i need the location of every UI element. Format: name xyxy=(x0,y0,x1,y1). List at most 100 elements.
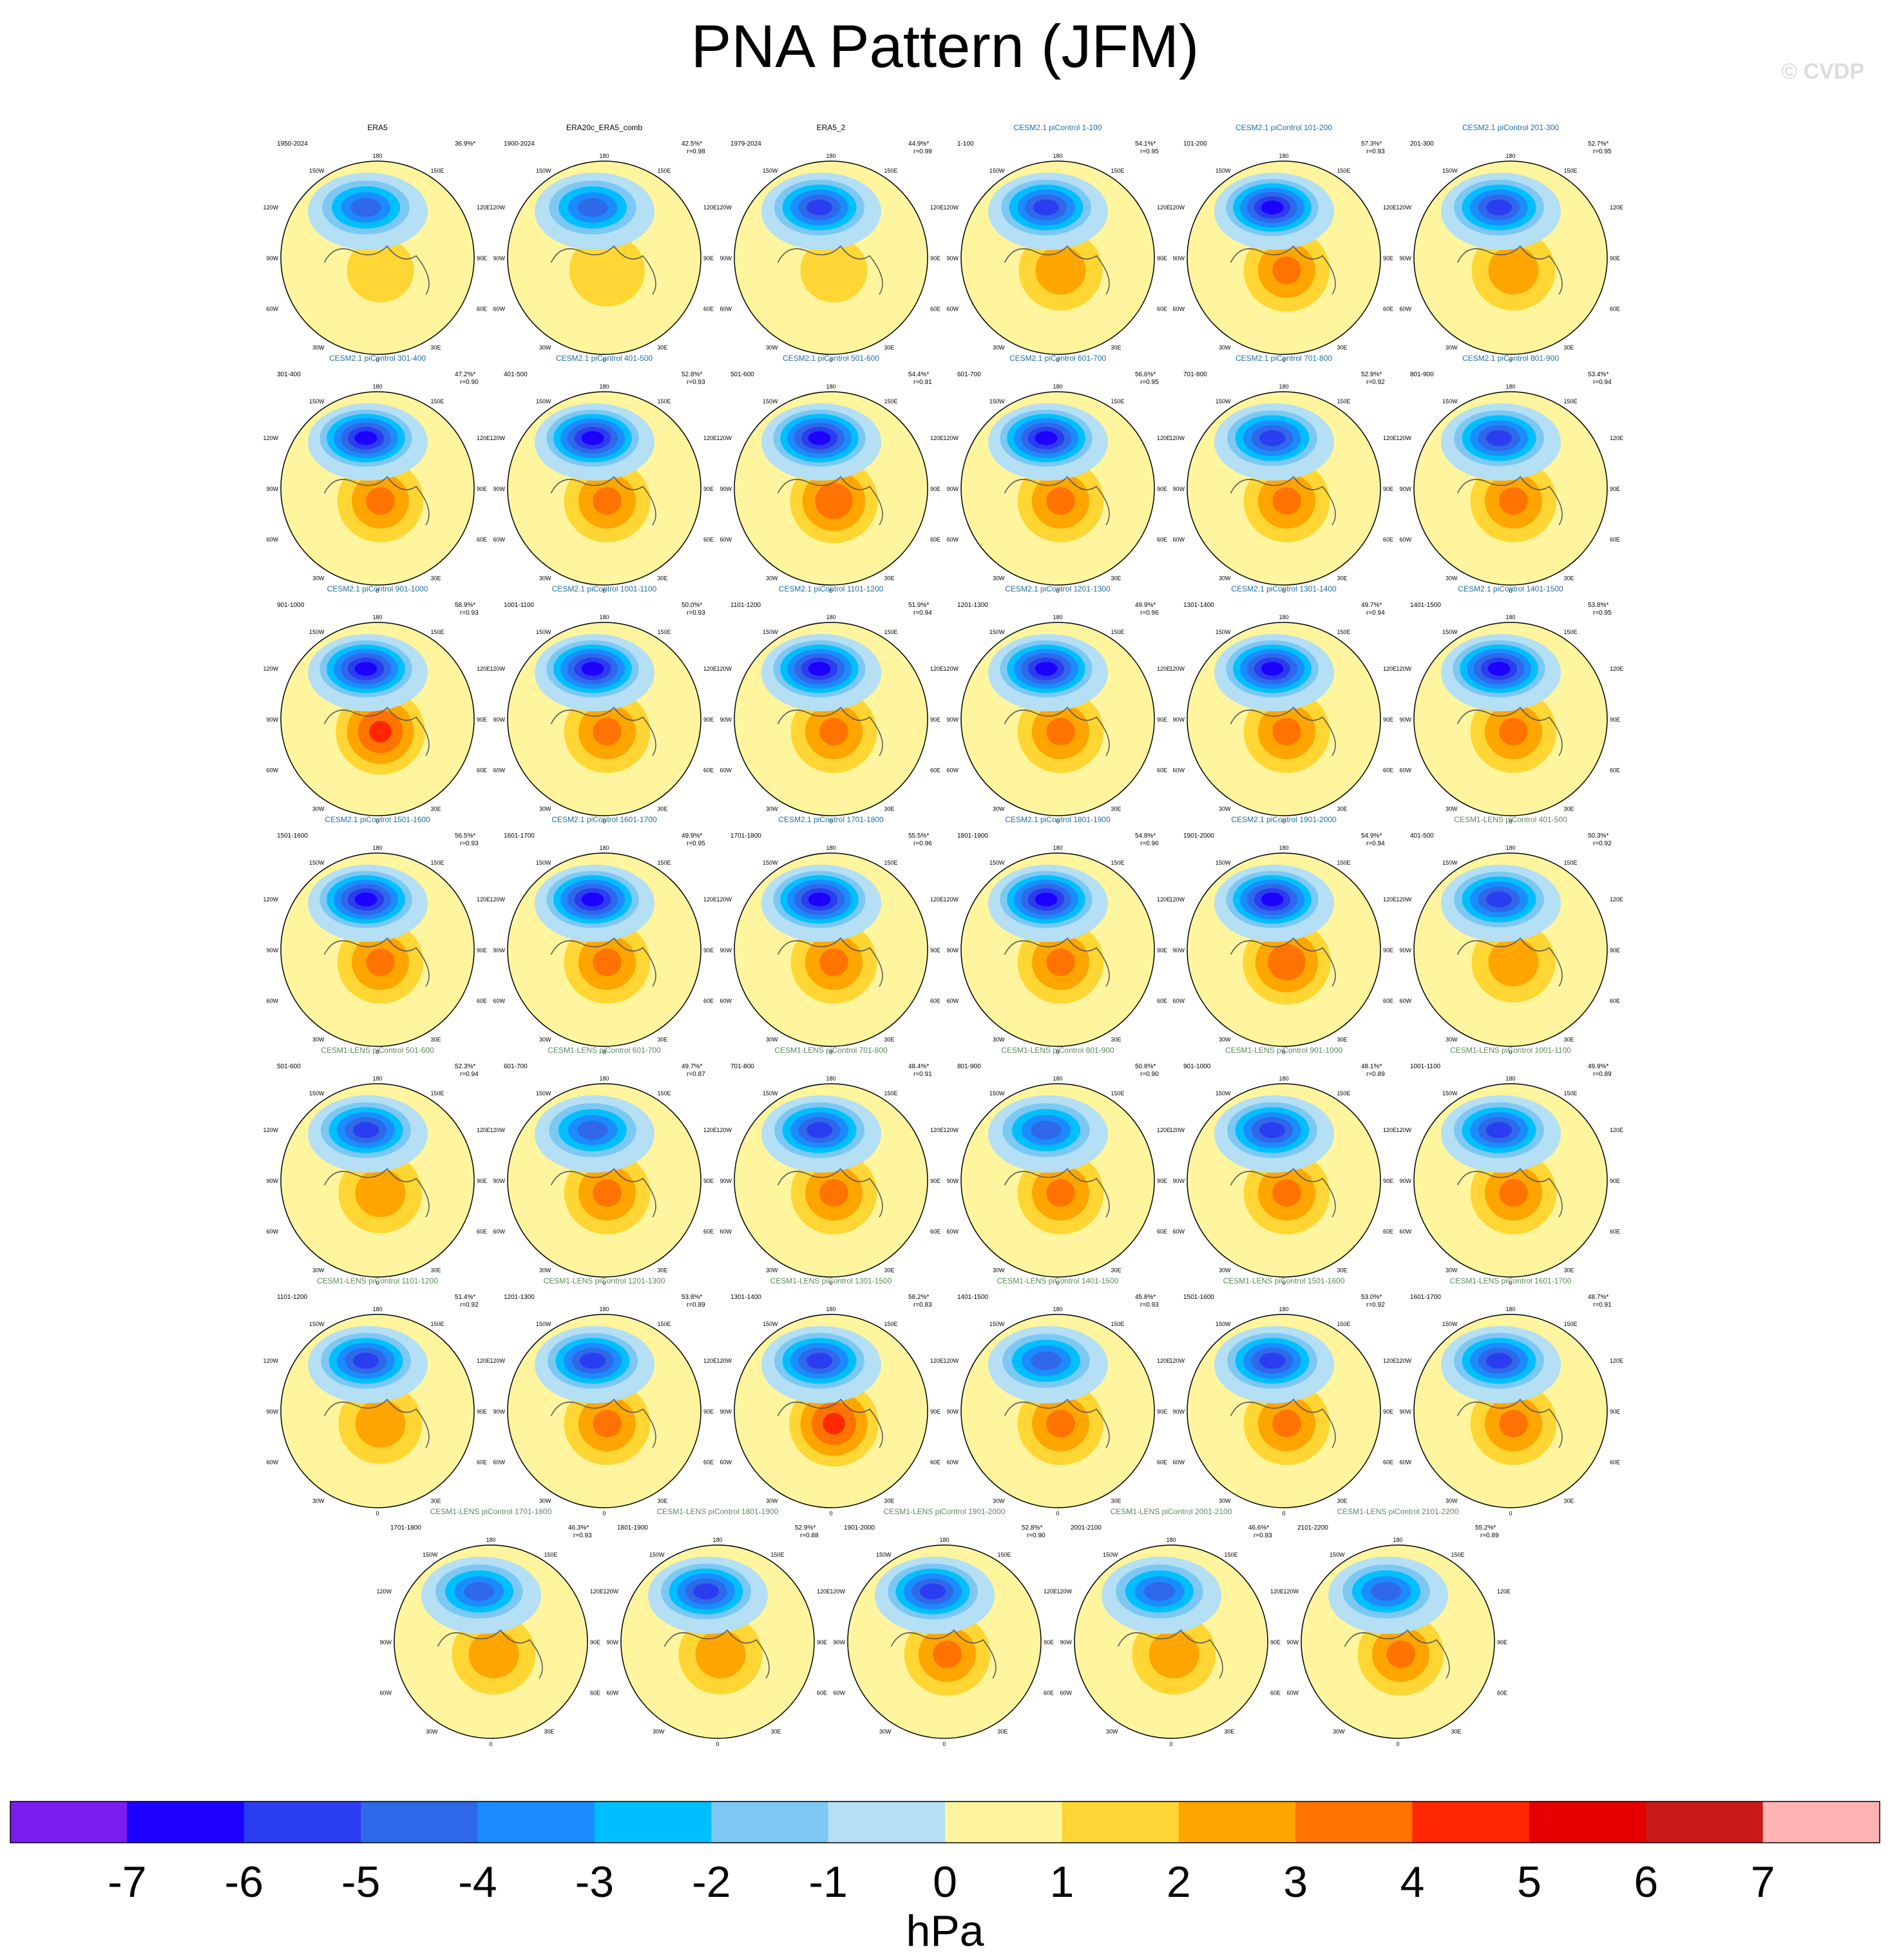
longitude-label: 180 xyxy=(599,153,609,159)
longitude-label: 30W xyxy=(993,1498,1005,1504)
longitude-label: 30W xyxy=(312,1037,325,1043)
coastline xyxy=(1230,476,1336,526)
longitude-label: 90W xyxy=(493,486,505,492)
longitude-label: 90W xyxy=(946,947,959,954)
positive-anomaly-contour xyxy=(1272,256,1301,284)
negative-anomaly-contour xyxy=(1033,199,1059,216)
coastline xyxy=(1004,706,1110,756)
map-border xyxy=(1413,391,1608,586)
map-panel: CESM1-LENS piControl 1101-1200 1101-1200 5… xyxy=(263,1276,490,1517)
panel-correlation: r=0.96 xyxy=(1140,610,1159,617)
panel-correlation: r=0.95 xyxy=(687,840,705,847)
panel-years: 701-800 xyxy=(730,1063,754,1070)
longitude-label: 0 xyxy=(1282,1049,1285,1055)
panel-correlation: r=0.93 xyxy=(1366,148,1385,155)
panel-variance: 53.8%* xyxy=(1588,602,1608,609)
longitude-label: 120W xyxy=(1396,1358,1411,1364)
map-border xyxy=(507,1083,702,1278)
panel-years: 1001-1100 xyxy=(504,602,535,609)
longitude-label: 150W xyxy=(309,629,325,635)
longitude-label: 30E xyxy=(771,1729,781,1735)
coastline xyxy=(1004,1398,1110,1448)
longitude-label: 120W xyxy=(1169,1358,1185,1364)
longitude-label: 120E xyxy=(1383,896,1397,903)
map-panel: CESM1-LENS piControl 701-800 701-800 48.4%… xyxy=(716,1046,944,1286)
longitude-label: 180 xyxy=(1279,845,1288,851)
longitude-label: 0 xyxy=(1282,818,1285,825)
panel-correlation: r=0.93 xyxy=(460,840,479,847)
positive-anomaly-contour xyxy=(1499,718,1528,745)
longitude-label: 0 xyxy=(1509,1049,1512,1055)
longitude-label: 0 xyxy=(1056,1049,1059,1055)
map-border xyxy=(734,160,928,355)
longitude-label: 120W xyxy=(490,666,505,672)
coastline xyxy=(550,1167,656,1218)
negative-anomaly-contour xyxy=(1261,892,1284,907)
longitude-label: 90W xyxy=(493,1408,505,1415)
longitude-label: 30E xyxy=(1111,1498,1122,1504)
longitude-label: 150E xyxy=(998,1552,1011,1558)
positive-anomaly-contour xyxy=(1272,718,1301,745)
longitude-label: 90E xyxy=(1157,1408,1167,1415)
longitude-label: 0 xyxy=(376,1049,379,1055)
longitude-label: 150E xyxy=(431,1321,444,1327)
negative-anomaly-contour xyxy=(577,1120,608,1140)
longitude-label: 120W xyxy=(943,666,959,672)
panel-variance: 51.9%* xyxy=(908,602,929,609)
map-border xyxy=(1187,852,1381,1047)
longitude-label: 60W xyxy=(266,1229,278,1235)
longitude-label: 30E xyxy=(1564,1267,1574,1274)
longitude-label: 120W xyxy=(1056,1588,1072,1595)
positive-anomaly-contour xyxy=(593,948,622,976)
positive-anomaly-contour xyxy=(1499,1179,1528,1207)
longitude-label: 30W xyxy=(766,1267,778,1274)
longitude-label: 150E xyxy=(884,398,898,405)
longitude-label: 0 xyxy=(376,818,379,825)
longitude-label: 150W xyxy=(309,1090,325,1097)
longitude-label: 150W xyxy=(876,1552,892,1558)
longitude-label: 180 xyxy=(1053,383,1062,390)
longitude-label: 0 xyxy=(1056,818,1059,825)
map-panel: CESM1-LENS piControl 401-500 401-500 50.3%… xyxy=(1396,815,1623,1055)
longitude-label: 150E xyxy=(658,1321,671,1327)
longitude-label: 150W xyxy=(1216,398,1231,405)
longitude-label: 30E xyxy=(658,1037,668,1043)
longitude-label: 60W xyxy=(266,998,278,1004)
longitude-label: 60W xyxy=(1399,1459,1411,1466)
longitude-label: 0 xyxy=(1282,1510,1285,1517)
longitude-label: 90E xyxy=(590,1639,600,1646)
positive-anomaly-contour xyxy=(1496,254,1531,287)
panel-correlation: r=0.89 xyxy=(1366,1071,1385,1078)
panel-correlation: r=0.96 xyxy=(913,840,932,847)
credit-label: © CVDP xyxy=(1781,59,1864,84)
longitude-label: 150W xyxy=(989,1321,1005,1327)
longitude-label: 150W xyxy=(763,1090,778,1097)
longitude-label: 60W xyxy=(946,537,959,543)
longitude-label: 90W xyxy=(266,1178,278,1184)
map-panel: CESM2.1 piControl 501-600 501-600 54.4%*r=… xyxy=(716,354,944,594)
longitude-label: 180 xyxy=(1053,845,1062,851)
longitude-label: 60W xyxy=(379,1690,392,1696)
positive-anomaly-contour xyxy=(933,1640,962,1668)
negative-anomaly-contour xyxy=(1259,1122,1285,1139)
colorbar-swatch xyxy=(594,1801,712,1843)
panel-title: CESM1-LENS piControl 1201-1300 xyxy=(544,1276,665,1285)
longitude-label: 120E xyxy=(930,435,944,441)
longitude-label: 30E xyxy=(884,1037,895,1043)
longitude-label: 30E xyxy=(1564,806,1574,812)
longitude-label: 60W xyxy=(493,767,505,774)
longitude-label: 150W xyxy=(309,168,325,174)
longitude-label: 150E xyxy=(431,860,444,866)
panel-correlation: r=0.92 xyxy=(1593,840,1612,847)
negative-anomaly-contour xyxy=(1144,1582,1175,1601)
panel-variance: 58.2%* xyxy=(908,1294,929,1301)
map-border xyxy=(280,160,475,355)
panel-title: CESM1-LENS piControl 2001-2100 xyxy=(1111,1507,1232,1516)
panel-years: 1901-2000 xyxy=(844,1524,875,1532)
longitude-label: 0 xyxy=(1056,588,1059,594)
map-border xyxy=(960,160,1155,355)
longitude-label: 60E xyxy=(1383,306,1393,312)
longitude-label: 150W xyxy=(763,860,778,866)
negative-anomaly-contour xyxy=(1261,200,1284,215)
